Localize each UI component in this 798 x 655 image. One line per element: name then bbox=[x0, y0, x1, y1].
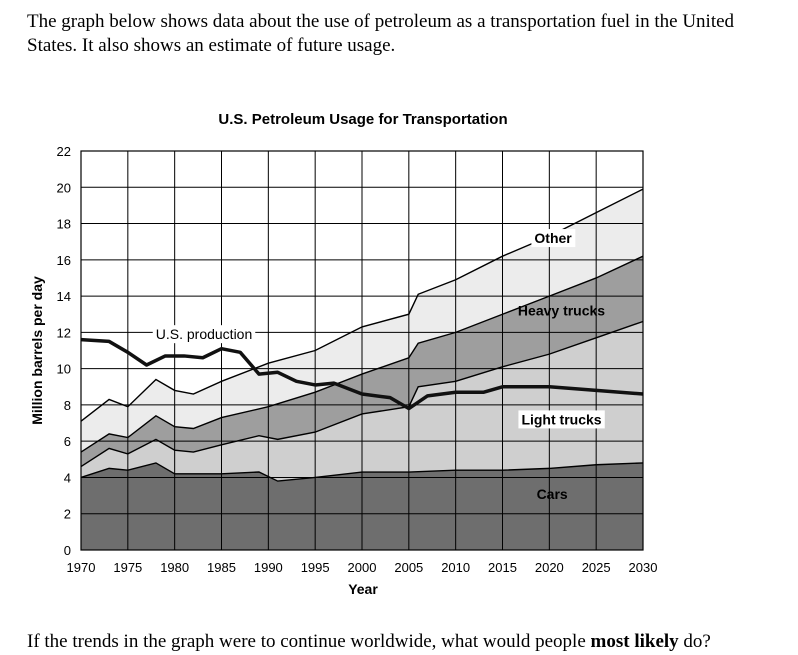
x-tick-label: 1975 bbox=[113, 560, 142, 575]
x-tick-label: 1990 bbox=[254, 560, 283, 575]
annotation-heavy-trucks: Heavy trucks bbox=[518, 303, 605, 319]
annotation-us-production-bg bbox=[152, 325, 256, 344]
series-line-light-trucks bbox=[80, 320, 644, 468]
x-tick-label: 2030 bbox=[629, 560, 658, 575]
y-axis-label: Million barrels per day bbox=[29, 276, 45, 425]
intro-text: The graph below shows data about the use… bbox=[27, 11, 735, 56]
x-tick-label: 1995 bbox=[301, 560, 330, 575]
annotation-light-trucks-bg bbox=[518, 410, 605, 429]
y-tick-label: 20 bbox=[57, 180, 71, 195]
y-tick-label: 10 bbox=[57, 362, 71, 377]
plot-border bbox=[80, 150, 644, 551]
question-suffix: do? bbox=[678, 631, 711, 652]
x-tick-label: 1980 bbox=[160, 560, 189, 575]
x-tick-label: 2010 bbox=[441, 560, 470, 575]
annotation-light-trucks: Light trucks bbox=[521, 411, 601, 427]
series-line-heavy-trucks bbox=[80, 255, 644, 453]
y-tick-label: 22 bbox=[57, 144, 71, 159]
series-line-cars bbox=[80, 462, 644, 482]
y-tick-label: 12 bbox=[57, 325, 71, 340]
y-tick-label: 16 bbox=[57, 253, 71, 268]
series-line-other bbox=[80, 188, 644, 422]
x-tick-label: 1985 bbox=[207, 560, 236, 575]
x-tick-label: 2000 bbox=[348, 560, 377, 575]
annotation-us-production: U.S. production bbox=[156, 326, 253, 342]
annotation-cars: Cars bbox=[537, 486, 568, 502]
x-tick-label: 2005 bbox=[394, 560, 423, 575]
x-tick-label: 2020 bbox=[535, 560, 564, 575]
chart-title: U.S. Petroleum Usage for Transportation bbox=[218, 111, 507, 128]
y-tick-label: 18 bbox=[57, 217, 71, 232]
y-tick-label: 2 bbox=[64, 507, 71, 522]
y-tick-label: 14 bbox=[57, 289, 71, 304]
question-prefix: If the trends in the graph were to conti… bbox=[27, 631, 591, 652]
x-axis-label: Year bbox=[348, 581, 378, 597]
y-tick-label: 8 bbox=[64, 398, 71, 413]
y-tick-label: 0 bbox=[64, 543, 71, 558]
annotation-other-bg bbox=[531, 229, 576, 248]
x-tick-label: 2025 bbox=[582, 560, 611, 575]
question-text: If the trends in the graph were to conti… bbox=[27, 630, 787, 654]
y-tick-label: 4 bbox=[64, 470, 71, 485]
y-tick-label: 6 bbox=[64, 434, 71, 449]
series-line-us-production bbox=[80, 337, 644, 411]
x-tick-label: 1970 bbox=[67, 560, 96, 575]
question-emphasis: most likely bbox=[590, 631, 679, 652]
x-tick-label: 2015 bbox=[488, 560, 517, 575]
annotation-other: Other bbox=[534, 230, 572, 246]
